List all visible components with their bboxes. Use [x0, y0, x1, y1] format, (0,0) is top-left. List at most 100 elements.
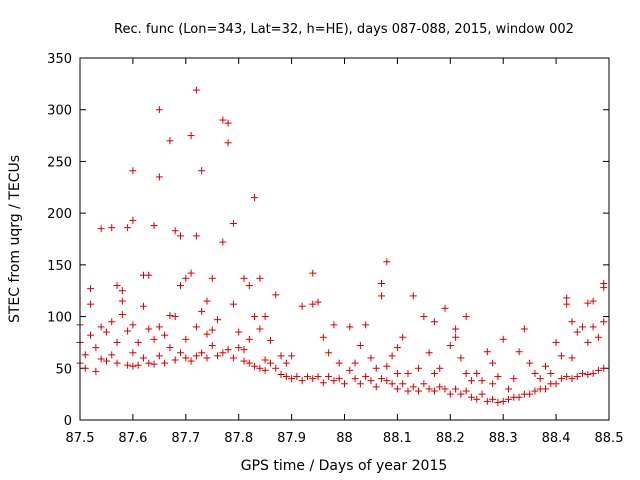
data-point [531, 387, 539, 395]
data-point [446, 342, 454, 350]
data-point [235, 344, 243, 352]
data-point [87, 300, 95, 308]
data-point [187, 132, 195, 140]
data-point [224, 346, 232, 354]
data-point [536, 375, 544, 383]
data-point [229, 354, 237, 362]
data-point [430, 318, 438, 326]
data-point [520, 325, 528, 333]
y-tick-label: 100 [47, 311, 72, 326]
x-axis-tick-labels: 87.5 87.6 87.7 87.8 87.9 88 88.1 88.2 88.3 88.4 88… [66, 431, 624, 446]
data-point [171, 227, 179, 235]
data-point [430, 369, 438, 377]
data-point [177, 282, 185, 290]
data-point [330, 321, 338, 329]
data-point [452, 325, 460, 333]
y-tick-label: 250 [47, 155, 72, 170]
data-point [399, 333, 407, 341]
data-point [335, 359, 343, 367]
data-point [124, 224, 132, 232]
data-point [277, 370, 285, 378]
data-point [542, 362, 550, 370]
data-point [504, 395, 512, 403]
data-point [203, 297, 211, 305]
data-point [436, 364, 444, 372]
data-point [393, 344, 401, 352]
data-point [494, 398, 502, 406]
data-point [563, 294, 571, 302]
data-point [129, 349, 137, 357]
data-point [531, 369, 539, 377]
data-point [489, 359, 497, 367]
data-point [145, 325, 153, 333]
data-point [81, 351, 89, 359]
data-point [256, 274, 264, 282]
data-point [335, 375, 343, 383]
data-point [362, 321, 370, 329]
plot-frame [79, 57, 610, 421]
data-point [192, 86, 200, 94]
data-point [457, 354, 465, 362]
data-point [266, 359, 274, 367]
data-point [563, 300, 571, 308]
data-point [526, 390, 534, 398]
data-point [102, 328, 110, 336]
data-point [309, 300, 317, 308]
y-tick-label: 50 [55, 362, 72, 377]
data-point [568, 354, 576, 362]
data-point [330, 377, 338, 385]
data-point [303, 373, 311, 381]
y-tick-label: 300 [47, 104, 72, 119]
data-point [245, 282, 253, 290]
data-point [171, 356, 179, 364]
data-point [415, 364, 423, 372]
data-point [372, 383, 380, 391]
data-point [494, 373, 502, 381]
data-point [97, 225, 105, 233]
data-point [552, 380, 560, 388]
x-tick-label: 87.5 [66, 431, 95, 446]
data-point [118, 297, 126, 305]
data-point [589, 369, 597, 377]
data-point [161, 359, 169, 367]
data-point [319, 333, 327, 341]
data-point [552, 338, 560, 346]
data-point [192, 323, 200, 331]
data-point [499, 397, 507, 405]
data-point [261, 356, 269, 364]
data-point [166, 312, 174, 320]
data-point [145, 359, 153, 367]
data-point [256, 364, 264, 372]
data-point [467, 393, 475, 401]
data-point [483, 348, 491, 356]
data-point [393, 369, 401, 377]
data-point [436, 383, 444, 391]
data-point [356, 342, 364, 350]
data-point [145, 271, 153, 279]
data-point [129, 362, 137, 370]
data-point [462, 387, 470, 395]
data-point [473, 395, 481, 403]
data-point [415, 387, 423, 395]
data-point [187, 269, 195, 277]
data-point [499, 335, 507, 343]
data-point [251, 313, 259, 321]
data-point [124, 327, 132, 335]
data-point [462, 313, 470, 321]
data-point [282, 359, 290, 367]
data-point [393, 385, 401, 393]
data-point [272, 364, 280, 372]
data-point [309, 269, 317, 277]
x-tick-label: 88.3 [489, 431, 518, 446]
data-point [161, 331, 169, 339]
data-point [600, 318, 608, 326]
data-point [404, 369, 412, 377]
data-point [187, 357, 195, 365]
data-point [563, 373, 571, 381]
data-point [182, 274, 190, 282]
data-point [261, 313, 269, 321]
data-point [478, 377, 486, 385]
data-point [214, 352, 222, 360]
data-point [108, 224, 116, 232]
data-point [383, 362, 391, 370]
